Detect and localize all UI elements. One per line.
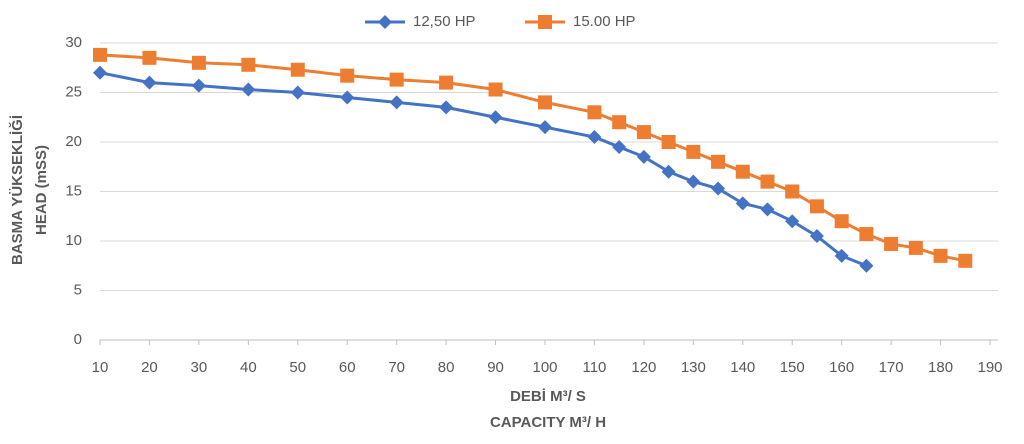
marker <box>290 85 305 100</box>
marker <box>859 258 874 273</box>
x-tick-label: 80 <box>438 359 455 376</box>
marker <box>290 62 305 77</box>
x-tick-label: 100 <box>532 359 557 376</box>
marker <box>488 110 503 125</box>
x-tick-label: 190 <box>977 359 1002 376</box>
marker <box>142 75 157 90</box>
marker <box>735 164 750 179</box>
marker <box>809 229 824 244</box>
x-tick-label: 30 <box>191 359 208 376</box>
marker <box>661 164 676 179</box>
marker <box>735 196 750 211</box>
marker <box>439 100 454 115</box>
marker <box>834 214 849 229</box>
marker <box>834 248 849 263</box>
y-tick-label: 30 <box>65 34 82 51</box>
y-tick-label: 25 <box>65 83 82 100</box>
marker <box>908 240 923 255</box>
x-tick-label: 20 <box>141 359 158 376</box>
x-tick-label: 180 <box>928 359 953 376</box>
y-tick-label: 5 <box>74 281 82 298</box>
marker <box>686 174 701 189</box>
y-axis-label: HEAD (mSS) <box>33 145 50 235</box>
marker <box>760 202 775 217</box>
y-tick-label: 10 <box>65 232 82 249</box>
x-tick-label: 70 <box>388 359 405 376</box>
marker <box>859 227 874 242</box>
marker <box>636 149 651 164</box>
x-tick-label: 130 <box>681 359 706 376</box>
x-tick-label: 150 <box>780 359 805 376</box>
marker <box>785 184 800 199</box>
marker <box>760 174 775 189</box>
marker <box>587 105 602 120</box>
marker <box>241 82 256 97</box>
legend-label: 12,50 HP <box>413 13 476 30</box>
marker <box>958 253 973 268</box>
marker <box>612 139 627 154</box>
marker <box>636 125 651 140</box>
marker <box>488 82 503 97</box>
marker <box>587 130 602 145</box>
marker <box>93 65 107 80</box>
marker <box>785 214 800 229</box>
marker <box>191 55 206 70</box>
x-tick-label: 40 <box>240 359 257 376</box>
marker <box>378 15 392 29</box>
x-axis-label: CAPACITY M³/ H <box>490 414 606 431</box>
marker <box>711 154 726 169</box>
x-tick-label: 60 <box>339 359 356 376</box>
y-tick-label: 15 <box>65 182 82 199</box>
marker <box>538 15 552 29</box>
x-tick-label: 10 <box>92 359 109 376</box>
marker <box>711 181 726 196</box>
marker <box>93 47 107 62</box>
y-tick-label: 20 <box>65 133 82 150</box>
marker <box>340 90 355 105</box>
marker <box>439 75 454 90</box>
marker <box>538 120 552 135</box>
x-tick-label: 50 <box>289 359 306 376</box>
legend-label: 15.00 HP <box>573 13 636 30</box>
marker <box>340 68 355 83</box>
series-line <box>99 53 966 263</box>
x-tick-label: 90 <box>487 359 504 376</box>
y-axis-label: BASMA YÜKSEKLİĞİ <box>8 115 26 265</box>
marker <box>538 95 552 110</box>
marker <box>686 144 701 159</box>
marker <box>933 248 948 263</box>
x-tick-label: 160 <box>829 359 854 376</box>
marker <box>191 78 206 93</box>
marker <box>241 57 256 72</box>
x-tick-label: 140 <box>730 359 755 376</box>
x-tick-label: 170 <box>879 359 904 376</box>
x-tick-label: 120 <box>631 359 656 376</box>
x-axis-label: DEBİ M³/ S <box>510 388 586 405</box>
marker <box>142 50 157 65</box>
marker <box>884 236 899 251</box>
marker <box>661 135 676 149</box>
y-tick-label: 0 <box>74 331 82 348</box>
series-line <box>99 71 867 268</box>
x-tick-label: 110 <box>582 359 606 376</box>
marker <box>809 199 824 214</box>
marker <box>612 115 627 130</box>
marker <box>389 95 404 110</box>
marker <box>389 72 404 87</box>
